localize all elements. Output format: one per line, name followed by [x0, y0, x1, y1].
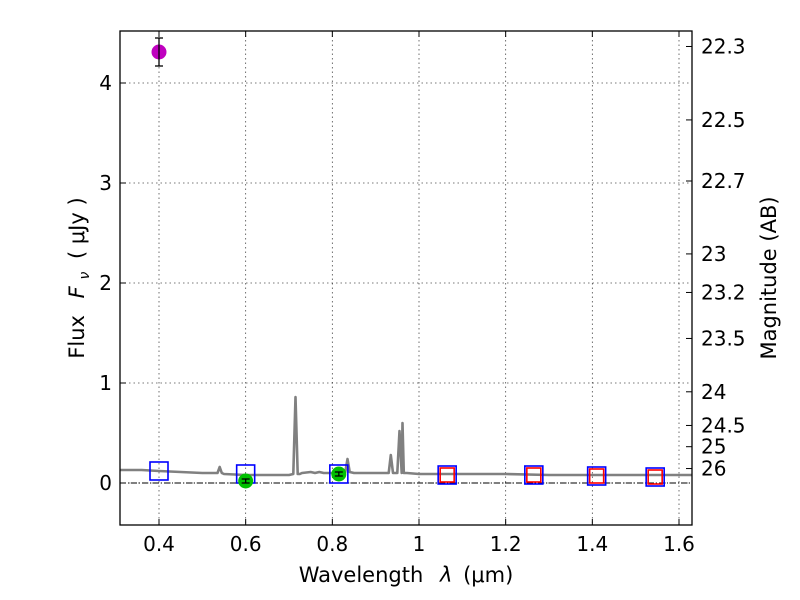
band-square-marker-1 — [524, 465, 544, 485]
x-tick-label: 0.6 — [230, 532, 262, 556]
y2-tick-label: 24.5 — [701, 413, 746, 437]
y-axis-label-subscript: ν — [77, 272, 93, 280]
plot-frame — [119, 30, 693, 526]
plot-layer — [120, 37, 692, 489]
x-tick-label: 1.2 — [490, 532, 522, 556]
x-axis-label-symbol: λ — [439, 563, 452, 587]
x-tick-label: 0.4 — [143, 532, 175, 556]
y-axis-label-unit: ( μJy ) — [65, 197, 89, 259]
y2-tick-label: 23 — [701, 242, 726, 266]
x-tick-label: 0.8 — [316, 532, 348, 556]
y2-tick-label: 22.5 — [701, 108, 746, 132]
y2-tick-label: 22.7 — [701, 169, 746, 193]
x-axis-label-unit: (μm) — [463, 563, 513, 587]
y-axis-label-symbol: F — [65, 285, 89, 298]
y-tick-label: 3 — [99, 171, 112, 195]
band-square-marker-2 — [439, 467, 455, 483]
y-tick-label: 4 — [99, 71, 112, 95]
band-square-marker-1 — [645, 467, 665, 487]
x-tick-label: 1.4 — [576, 532, 608, 556]
band-square-marker-2 — [526, 467, 542, 483]
y-axis-label: Flux F ν ( μJy ) — [65, 197, 94, 358]
y-tick-label: 1 — [99, 371, 112, 395]
tick-layer: 0.4 0.6 0.8 1 1.2 1.4 1.60123422.322.522.72323… — [99, 31, 746, 556]
x-tick-label: 1 — [413, 532, 426, 556]
band-square-marker-2 — [588, 468, 605, 484]
y2-tick-label: 22.3 — [701, 34, 746, 58]
y-tick-label: 2 — [99, 271, 112, 295]
band-square-marker-1 — [329, 464, 349, 484]
y2-tick-label: 23.5 — [701, 326, 746, 350]
band-square-marker-2 — [647, 469, 663, 485]
y-tick-label: 0 — [99, 471, 112, 495]
band-square-marker-1 — [149, 461, 169, 481]
band-square-marker-1 — [586, 466, 607, 486]
grid-layer — [120, 31, 692, 525]
x-axis-label: Wavelength λ (μm) — [299, 563, 514, 587]
y2-tick-label: 26 — [701, 457, 726, 481]
x-tick-label: 1.6 — [663, 532, 695, 556]
y2-axis-label: Magnitude (AB) — [757, 196, 781, 359]
y2-tick-label: 23.2 — [701, 280, 746, 304]
y-axis-label-text: Flux — [65, 315, 89, 359]
band-square-marker-1 — [437, 465, 457, 485]
x-axis-label-text: Wavelength — [299, 563, 424, 587]
y2-tick-label: 24 — [701, 380, 726, 404]
y2-tick-label: 25 — [701, 435, 726, 459]
